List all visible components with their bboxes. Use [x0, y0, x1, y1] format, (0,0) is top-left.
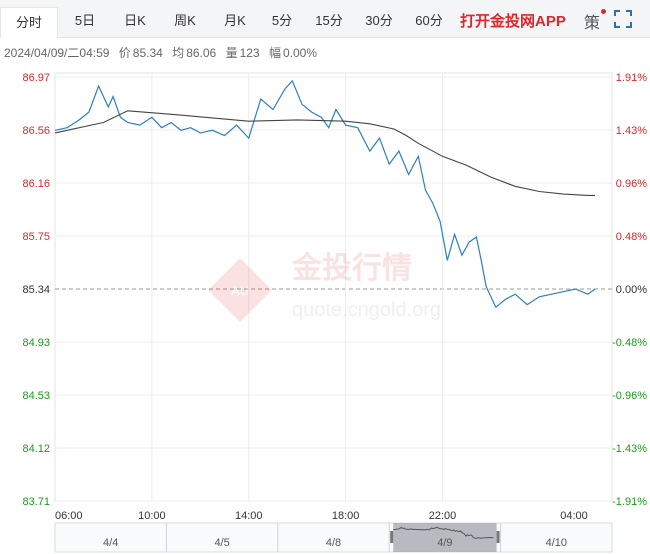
x-tick-label: 04:00	[560, 510, 588, 522]
y-tick-label: 86.56	[22, 125, 50, 137]
tab-5min[interactable]: 5分	[271, 13, 293, 28]
tab-daily-k[interactable]: 日K	[124, 13, 146, 28]
pct-tick-label: -0.96%	[612, 390, 647, 402]
y-tick-label: 84.93	[22, 337, 50, 349]
y-tick-label: 86.97	[22, 72, 50, 84]
watermark-url: quote.cngold.org	[292, 299, 441, 321]
pct-tick-label: 0.96%	[616, 178, 647, 190]
navigator-price-trace	[393, 526, 494, 539]
volume-label: 量	[225, 46, 238, 60]
volume-value: 123	[239, 46, 260, 60]
price-value: 85.34	[132, 46, 163, 60]
y-tick-label: 85.75	[22, 231, 50, 243]
watermark-logo-icon	[208, 258, 272, 322]
x-tick-label: 18:00	[332, 510, 360, 522]
y-tick-label: 83.71	[22, 496, 50, 508]
plot-frame	[54, 72, 613, 502]
x-tick-label: 10:00	[138, 510, 166, 522]
change-value: 0.00%	[282, 46, 317, 60]
average-series-line	[54, 110, 595, 196]
navigator-date-label: 4/10	[546, 537, 567, 549]
pct-tick-label: -1.43%	[612, 443, 647, 455]
pct-tick-label: 0.48%	[616, 231, 647, 243]
x-tick-label: 06:00	[55, 510, 83, 522]
pct-tick-label: 1.43%	[616, 125, 647, 137]
strategy-button[interactable]: 策	[584, 15, 601, 32]
pct-tick-label: 0.00%	[616, 284, 647, 296]
navigator-date-label: 4/9	[437, 537, 452, 549]
navigator-frame	[54, 522, 613, 553]
navigator-date-label: 4/8	[326, 537, 341, 549]
quote-info-bar: 2024/04/09/二04:59 价 85.34 均 86.06 量 123 幅 0.…	[4, 44, 323, 61]
tab-monthly-k[interactable]: 月K	[224, 13, 246, 28]
x-tick-label: 14:00	[235, 510, 263, 522]
pct-tick-label: 1.91%	[616, 72, 647, 84]
y-tick-label: 84.12	[22, 443, 50, 455]
tab-weekly-k[interactable]: 周K	[174, 13, 196, 28]
open-app-link[interactable]: 打开金投网APP	[460, 13, 566, 30]
pct-tick-label: -1.91%	[612, 496, 647, 508]
fullscreen-icon[interactable]	[614, 10, 632, 28]
y-tick-label: 84.53	[22, 390, 50, 402]
x-tick-label: 22:00	[429, 510, 457, 522]
watermark-badge: AU	[231, 283, 249, 298]
tab-intraday[interactable]: 分时	[0, 7, 58, 38]
pct-tick-label: -0.48%	[612, 337, 647, 349]
tab-30min[interactable]: 30分	[365, 13, 393, 28]
navigator-right-handle[interactable]	[496, 531, 500, 543]
quote-datetime: 2024/04/09/二04:59	[4, 46, 110, 60]
period-tab-bar: 分时 5日 日K 周K 月K 5分 15分 30分 60分 打开金投网APP 策	[0, 0, 650, 38]
watermark: AU 金投行情 quote.cngold.org	[208, 251, 441, 322]
change-label: 幅	[268, 46, 281, 60]
tab-15min[interactable]: 15分	[315, 13, 343, 28]
avg-value: 86.06	[186, 46, 217, 60]
y-tick-label: 85.34	[22, 284, 50, 296]
watermark-name: 金投行情	[291, 251, 412, 285]
navigator-left-handle[interactable]	[390, 531, 394, 543]
price-series-line	[54, 79, 596, 309]
tab-60min[interactable]: 60分	[415, 13, 443, 28]
time-range-navigator[interactable]: 4/4 4/5 4/8 4/9 4/10	[54, 522, 613, 553]
tab-5day[interactable]: 5日	[74, 13, 96, 28]
navigator-date-label: 4/4	[103, 537, 118, 549]
avg-label: 均	[172, 46, 185, 60]
y-tick-label: 86.16	[22, 178, 50, 190]
navigator-date-label: 4/5	[214, 537, 229, 549]
notification-dot	[601, 9, 606, 14]
price-label: 价	[118, 46, 131, 60]
